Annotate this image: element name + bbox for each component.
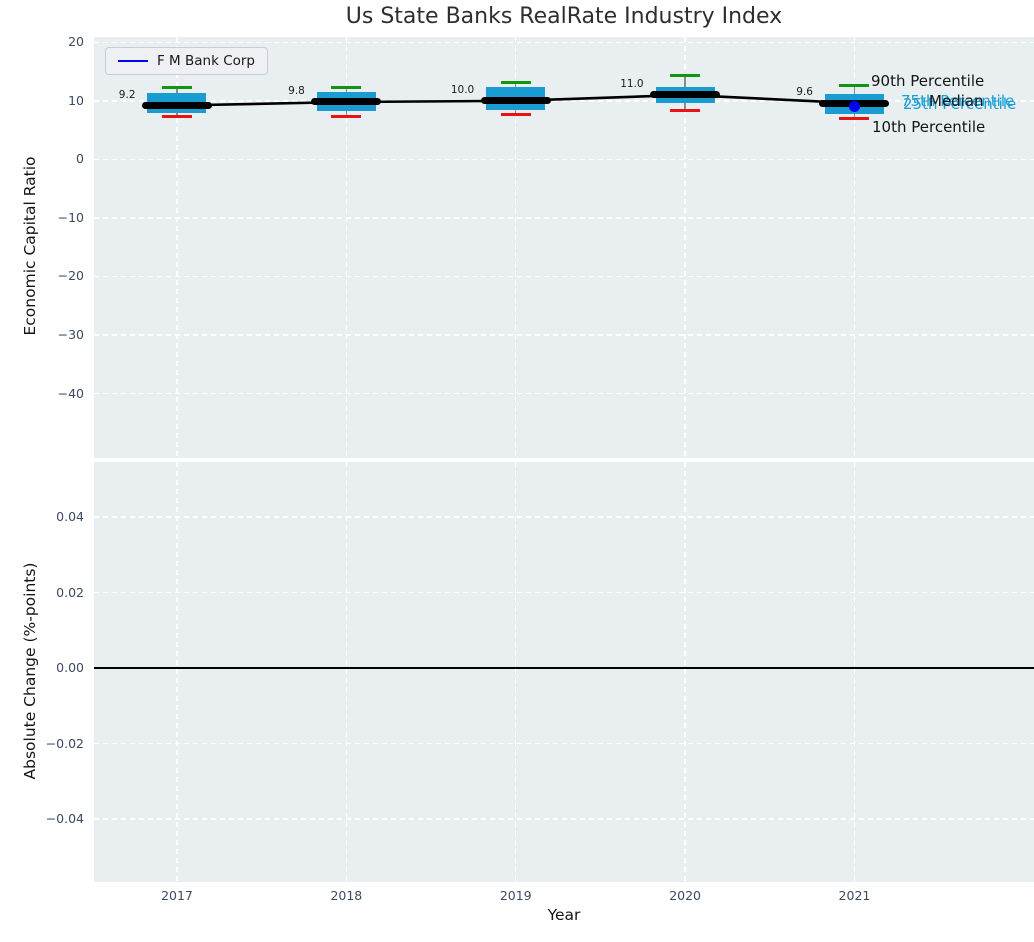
median-value-label-2020: 11.0 <box>564 78 644 90</box>
top-axes-economic-capital-ratio: 9.2 9.8 10.0 11.0 9.6 <box>94 37 1034 458</box>
legend-label: F M Bank Corp <box>157 53 255 69</box>
gridline-horizontal <box>94 516 1034 517</box>
y-tick-label: −0.02 <box>20 736 84 752</box>
gridline-vertical <box>515 462 516 882</box>
y-tick-label: 10 <box>20 93 84 109</box>
x-tick-label: 2017 <box>142 888 212 904</box>
gridline-horizontal <box>94 592 1034 593</box>
figure: Us State Banks RealRate Industry Index 9… <box>0 0 1034 942</box>
x-tick-label: 2018 <box>311 888 381 904</box>
median-segment-2020 <box>650 91 720 98</box>
y-tick-label: 0.04 <box>20 509 84 525</box>
gridline-vertical <box>176 462 177 882</box>
x-tick-label: 2020 <box>650 888 720 904</box>
y-tick-label: −10 <box>20 210 84 226</box>
legend: F M Bank Corp <box>105 47 268 75</box>
legend-line-icon <box>118 60 148 63</box>
bottom-axes-absolute-change <box>94 462 1034 882</box>
median-segment-2019 <box>481 97 551 104</box>
y-tick-label: −0.04 <box>20 811 84 827</box>
y-tick-label: 0.00 <box>20 660 84 676</box>
median-value-label-2018: 9.8 <box>225 85 305 97</box>
median-value-label-2019: 10.0 <box>394 84 474 96</box>
zero-reference-line <box>94 667 1034 669</box>
x-tick-label: 2019 <box>481 888 551 904</box>
y-tick-label: 0 <box>20 151 84 167</box>
gridline-horizontal <box>94 743 1034 744</box>
chart-title: Us State Banks RealRate Industry Index <box>94 4 1034 29</box>
gridline-vertical <box>346 462 347 882</box>
gridline-vertical <box>684 462 685 882</box>
median-segment-2017 <box>142 102 212 109</box>
gridline-vertical <box>854 462 855 882</box>
y-tick-label: 20 <box>20 34 84 50</box>
annotation-90th-percentile: 90th Percentile <box>871 72 984 90</box>
median-trend-line <box>94 37 1034 458</box>
annotation-10th-percentile: 10th Percentile <box>872 118 985 136</box>
y-tick-label: −30 <box>20 327 84 343</box>
y-tick-label: 0.02 <box>20 585 84 601</box>
gridline-horizontal <box>94 818 1034 819</box>
median-value-label-2017: 9.2 <box>94 89 136 101</box>
company-point-marker <box>849 101 860 112</box>
median-value-label-2021: 9.6 <box>733 86 813 98</box>
median-segment-2018 <box>311 98 381 105</box>
annotation-median: Median <box>929 92 984 110</box>
y-tick-label: −40 <box>20 386 84 402</box>
y-axis-label-top: Economic Capital Ratio <box>20 86 40 406</box>
y-tick-label: −20 <box>20 268 84 284</box>
x-axis-label: Year <box>94 906 1034 924</box>
x-tick-label: 2021 <box>819 888 889 904</box>
